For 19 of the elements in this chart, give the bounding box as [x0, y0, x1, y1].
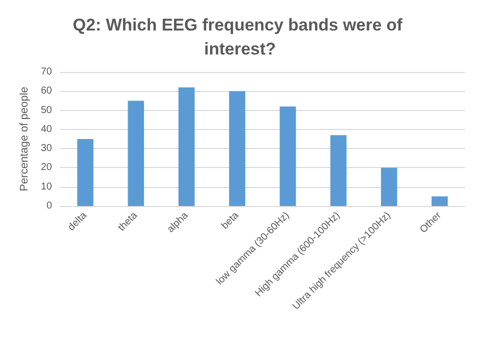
y-tick-label: 20: [40, 162, 52, 174]
chart-title: Q2: Which EEG frequency bands were of interest?: [72, 16, 408, 58]
bar: [77, 139, 94, 206]
y-tick-label: 40: [40, 124, 52, 135]
y-tick-label: 60: [40, 86, 52, 97]
bar: [128, 100, 144, 206]
y-tick-label: 70: [40, 66, 52, 78]
bar: [229, 91, 246, 206]
y-tick-label: 0: [46, 200, 52, 212]
y-tick-label: 10: [40, 181, 52, 192]
bar: [432, 196, 448, 206]
bar: [380, 168, 398, 206]
y-tick-label: 50: [40, 104, 52, 116]
bar: [178, 87, 195, 206]
y-tick-label: 30: [40, 143, 52, 154]
y-axis-title: Percentage of people: [18, 86, 30, 192]
bar: [280, 106, 296, 206]
x-tick-label: beta: [220, 210, 242, 232]
bar: [330, 135, 347, 206]
